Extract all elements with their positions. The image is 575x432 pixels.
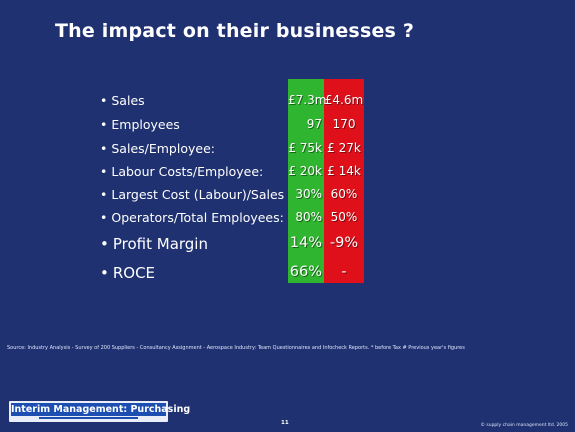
row-label: • ROCE: [100, 264, 156, 282]
red-value: 50%: [330, 210, 358, 224]
green-value: 80%: [295, 210, 322, 224]
row-label: • Employees: [100, 117, 180, 132]
red-value: -9%: [329, 235, 359, 251]
row-label: • Profit Margin: [100, 235, 208, 253]
table-row: • Profit Margin 14% -9%: [0, 235, 575, 259]
green-value: £ 75k: [288, 141, 322, 155]
table-row: • Largest Cost (Labour)/Sales 30% 60%: [0, 187, 575, 211]
row-label: • Operators/Total Employees:: [100, 210, 284, 225]
copyright-text: © supply chain management ltd. 2005: [480, 423, 568, 428]
red-value: £ 14k: [327, 164, 361, 178]
table-row: • ROCE 66% -: [0, 264, 575, 288]
red-value: 170: [332, 117, 356, 131]
page-number: 11: [281, 420, 289, 426]
red-column: [324, 79, 364, 283]
red-value: -: [341, 264, 347, 280]
row-label: • Labour Costs/Employee:: [100, 164, 264, 179]
table-row: • Employees 97 170: [0, 117, 575, 141]
green-value: £7.3m: [288, 93, 327, 107]
row-label: • Sales/Employee:: [100, 141, 215, 156]
table-row: • Sales £7.3m £4.6m: [0, 93, 575, 117]
green-value: £ 20k: [288, 164, 322, 178]
row-label: • Sales: [100, 93, 145, 108]
red-value: £4.6m: [324, 93, 364, 107]
table-row: • Sales/Employee: £ 75k £ 27k: [0, 141, 575, 165]
green-value: 97: [306, 117, 322, 131]
red-value: £ 27k: [327, 141, 361, 155]
green-value: 14%: [289, 235, 322, 251]
brand-text: Interim Management: Purchasing: [11, 403, 191, 416]
brand-underline: [39, 417, 138, 419]
table-row: • Labour Costs/Employee: £ 20k £ 14k: [0, 164, 575, 188]
red-value: 60%: [330, 187, 358, 201]
green-value: 66%: [289, 264, 322, 280]
table-row: • Operators/Total Employees: 80% 50%: [0, 210, 575, 234]
brand-logo: Interim Management: Purchasing: [9, 401, 191, 422]
green-value: 30%: [295, 187, 322, 201]
row-label: • Largest Cost (Labour)/Sales: [100, 187, 285, 202]
green-column: [288, 79, 324, 283]
source-footnote: Source: Industry Analysis - Survey of 20…: [7, 345, 465, 351]
slide-title: The impact on their businesses ?: [55, 20, 415, 42]
